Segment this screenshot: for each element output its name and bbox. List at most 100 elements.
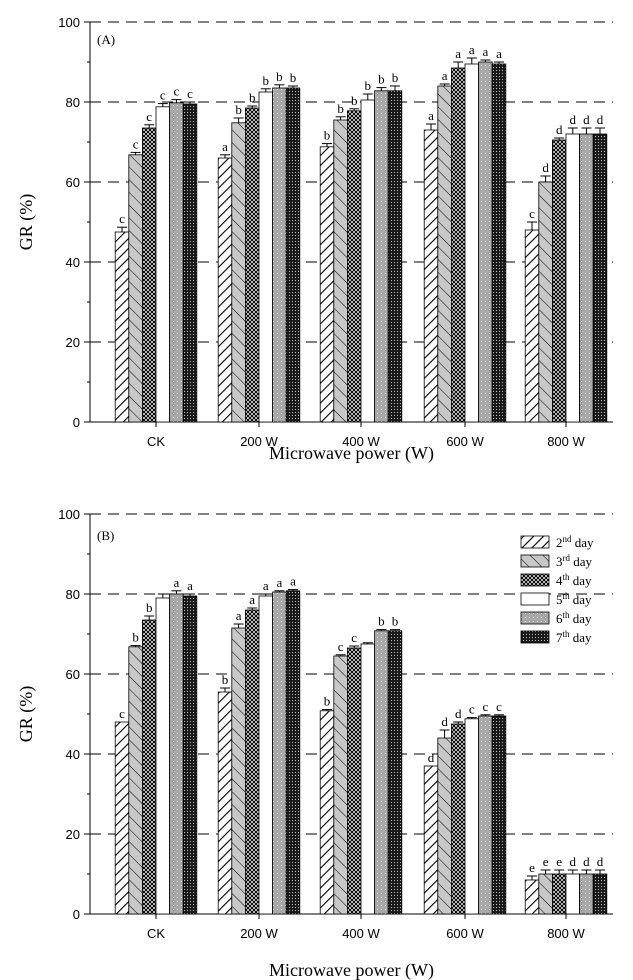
- significance-label: a: [277, 575, 283, 590]
- significance-label: c: [469, 702, 475, 717]
- bar: [374, 630, 389, 915]
- bar: [258, 91, 274, 423]
- bar: [538, 181, 553, 423]
- bar: [141, 127, 157, 423]
- significance-label: b: [392, 614, 399, 629]
- bar: [450, 723, 466, 915]
- bar: [592, 873, 608, 915]
- legend-label: 2nd day: [556, 534, 594, 550]
- significance-label: c: [351, 630, 357, 645]
- significance-label: d: [441, 714, 448, 729]
- legend-label: 5th day: [556, 591, 592, 607]
- y-tick-label: 100: [58, 507, 80, 522]
- bar: [565, 873, 581, 915]
- significance-label: a: [428, 108, 434, 123]
- significance-label: c: [160, 88, 166, 103]
- significance-label: b: [263, 73, 270, 88]
- bar: [538, 873, 553, 915]
- x-tick-label: 400 W: [342, 926, 380, 941]
- bar: [387, 90, 403, 423]
- significance-label: e: [543, 854, 549, 869]
- bar: [552, 139, 567, 423]
- x-axis-title: Microwave power (W): [269, 443, 434, 464]
- bar: [552, 873, 567, 915]
- significance-label: c: [483, 699, 489, 714]
- significance-label: b: [222, 672, 229, 687]
- significance-label: a: [290, 574, 296, 589]
- significance-label: b: [378, 72, 385, 87]
- significance-label: a: [469, 42, 475, 57]
- bar: [258, 595, 274, 915]
- bar: [360, 643, 376, 915]
- bar: [272, 87, 287, 423]
- y-tick-label: 40: [66, 255, 80, 270]
- bar: [128, 154, 143, 423]
- significance-label: b: [132, 630, 139, 645]
- significance-label: c: [146, 109, 152, 124]
- bar: [579, 133, 594, 423]
- significance-label: a: [187, 578, 193, 593]
- bar: [464, 63, 480, 423]
- x-tick-label: 600 W: [446, 926, 484, 941]
- y-tick-label: 80: [66, 95, 80, 110]
- bar: [217, 691, 233, 915]
- bar: [478, 715, 493, 915]
- significance-label: c: [133, 136, 139, 151]
- legend-swatch: [520, 630, 550, 644]
- x-tick-label: 200 W: [240, 926, 278, 941]
- x-tick-label: 800 W: [547, 926, 585, 941]
- x-tick-label: 600 W: [446, 434, 484, 449]
- significance-label: a: [263, 578, 269, 593]
- significance-label: b: [290, 70, 297, 85]
- significance-label: b: [378, 614, 385, 629]
- significance-label: a: [442, 68, 448, 83]
- panel-label: (A): [97, 32, 115, 47]
- bar: [579, 873, 594, 915]
- significance-label: c: [187, 86, 193, 101]
- significance-label: b: [146, 600, 153, 615]
- x-tick-label: CK: [147, 434, 165, 449]
- bar: [437, 737, 452, 915]
- bar: [524, 879, 540, 915]
- bar: [333, 119, 348, 423]
- bar: [592, 133, 608, 423]
- significance-label: c: [496, 699, 502, 714]
- significance-label: d: [455, 706, 462, 721]
- bar: [114, 721, 130, 915]
- significance-label: d: [570, 854, 577, 869]
- significance-label: c: [119, 211, 125, 226]
- legend-swatch: [520, 554, 550, 568]
- legend-swatch: [520, 611, 550, 625]
- significance-label: a: [483, 44, 489, 59]
- bar: [155, 106, 171, 423]
- significance-label: b: [276, 69, 283, 84]
- significance-label: c: [338, 639, 344, 654]
- legend-swatch: [520, 573, 550, 587]
- significance-label: d: [597, 112, 604, 127]
- significance-label: e: [529, 860, 535, 875]
- y-tick-label: 0: [73, 415, 80, 430]
- y-tick-label: 0: [73, 907, 80, 922]
- significance-label: d: [597, 854, 604, 869]
- bar: [319, 146, 335, 423]
- bar: [285, 87, 301, 423]
- significance-label: d: [556, 122, 563, 137]
- legend-label: 6th day: [556, 610, 592, 626]
- significance-label: c: [119, 706, 125, 721]
- legend: 2nd day 3rd day 4th day 5th day 6th day 7th d…: [520, 534, 594, 645]
- bar: [141, 619, 157, 915]
- bar: [285, 590, 301, 915]
- significance-label: b: [337, 101, 344, 116]
- y-tick-label: 20: [66, 827, 80, 842]
- x-tick-label: CK: [147, 926, 165, 941]
- y-tick-label: 80: [66, 587, 80, 602]
- y-tick-label: 60: [66, 667, 80, 682]
- significance-label: a: [455, 46, 461, 61]
- significance-label: b: [351, 93, 358, 108]
- legend-swatch: [520, 535, 550, 549]
- bar: [155, 597, 171, 915]
- y-axis-title: GR (%): [16, 686, 37, 743]
- bar: [478, 61, 493, 423]
